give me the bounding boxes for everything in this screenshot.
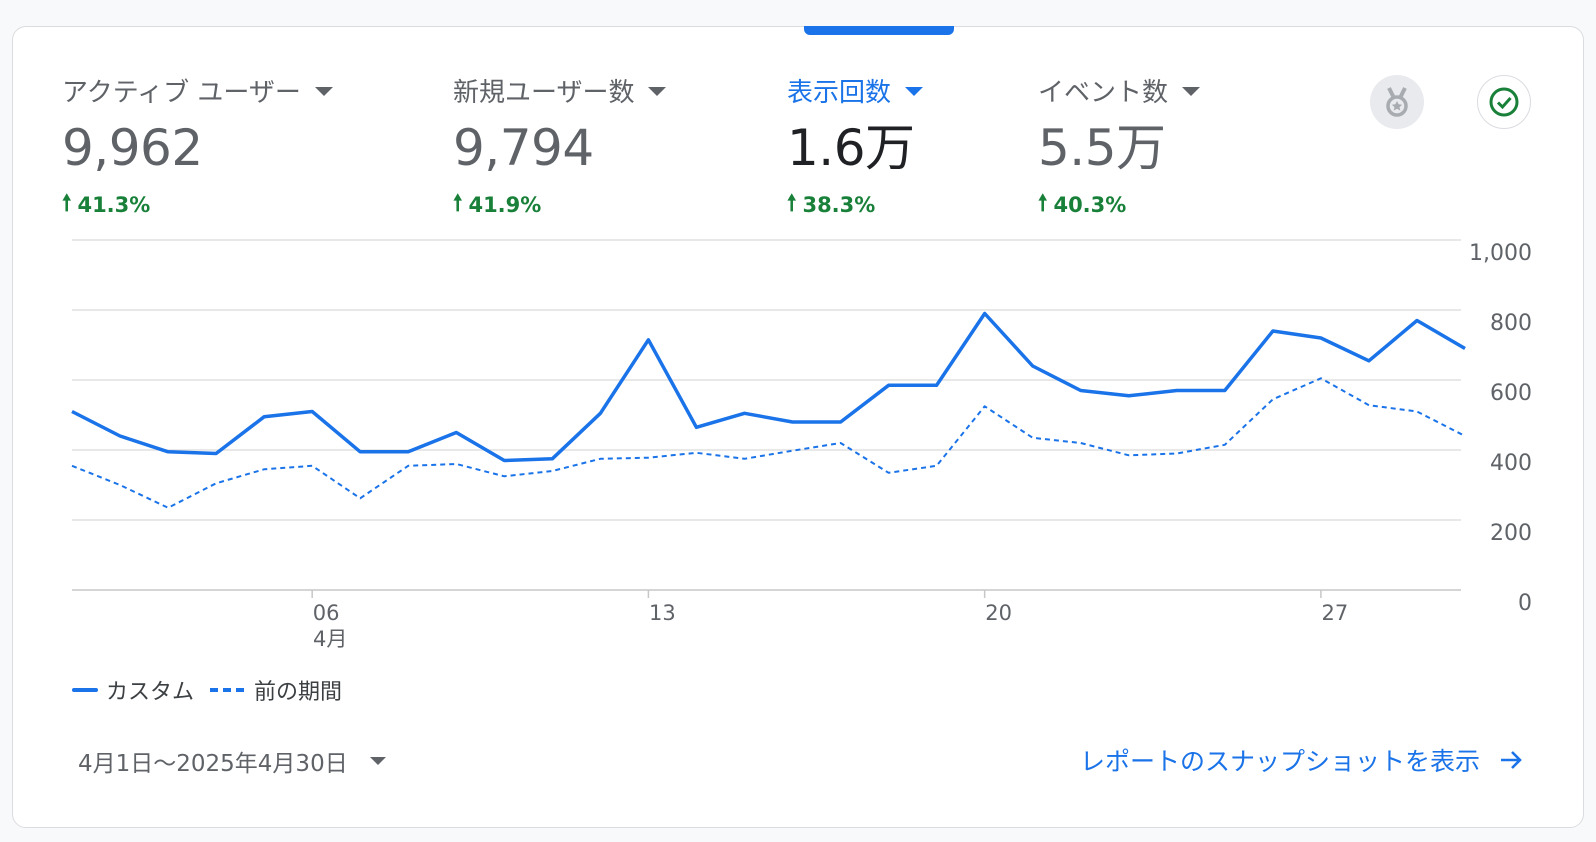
dropdown-caret-icon[interactable] (905, 86, 924, 96)
dropdown-caret-icon[interactable] (648, 86, 667, 96)
medal-icon[interactable] (1370, 75, 1424, 129)
metric-change: 🠕 40.3% (1038, 186, 1200, 224)
metric-change-value: 41.3% (77, 193, 151, 217)
metric-label: アクティブ ユーザー (62, 77, 301, 108)
x-tick-label: 27 (1322, 601, 1349, 625)
y-tick-label: 0 (1518, 591, 1532, 616)
dropdown-caret-icon[interactable] (1182, 86, 1201, 96)
arrow-up-icon: 🠕 (1038, 191, 1048, 216)
chart-legend: カスタム 前の期間 (72, 674, 342, 706)
metric-value: 1.6万 (787, 119, 915, 177)
snapshot-link-label: レポートのスナップショットを表示 (1079, 747, 1480, 776)
metric-label: 新規ユーザー数 (453, 77, 635, 108)
metric-value: 9,962 (62, 119, 203, 177)
arrow-up-icon: 🠕 (787, 191, 797, 216)
legend-label-previous: 前の期間 (254, 680, 343, 705)
arrow-right-icon (1501, 751, 1522, 769)
metric-active-users[interactable]: アクティブ ユーザー 9,962 🠕 41.3% (62, 72, 333, 224)
chevron-down-icon (369, 757, 386, 765)
x-tick-label: 20 (985, 601, 1012, 625)
y-tick-label: 800 (1490, 311, 1532, 336)
metric-change-value: 38.3% (802, 193, 876, 217)
metric-label: 表示回数 (787, 77, 892, 108)
metric-views[interactable]: 表示回数 1.6万 🠕 38.3% (787, 72, 924, 224)
x-tick-sublabel: 4月 (313, 627, 347, 651)
metric-value: 5.5万 (1038, 119, 1166, 177)
arrow-up-icon: 🠕 (62, 191, 72, 216)
check-circle-icon[interactable] (1477, 75, 1531, 129)
view-snapshot-link[interactable]: レポートのスナップショットを表示 (1080, 742, 1524, 778)
metric-change: 🠕 38.3% (787, 186, 923, 224)
metric-change-value: 40.3% (1053, 193, 1127, 217)
y-tick-label: 200 (1490, 521, 1532, 546)
metric-new-users[interactable]: 新規ユーザー数 9,794 🠕 41.9% (453, 72, 667, 224)
date-range-label: 4月1日〜2025年4月30日 (78, 751, 348, 777)
y-tick-label: 600 (1490, 381, 1532, 406)
dropdown-caret-icon[interactable] (314, 86, 333, 96)
series-line-current (71, 311, 1466, 463)
legend-label-current: カスタム (106, 680, 195, 705)
date-range-selector[interactable]: 4月1日〜2025年4月30日 (78, 744, 386, 778)
metric-label: イベント数 (1038, 77, 1169, 108)
active-tab-indicator (804, 26, 954, 35)
metrics-card (12, 26, 1584, 828)
metric-change-value: 41.9% (468, 193, 542, 217)
y-tick-label: 1,000 (1469, 241, 1532, 266)
metric-events[interactable]: イベント数 5.5万 🠕 40.3% (1038, 72, 1201, 224)
legend-solid-swatch (72, 688, 98, 692)
metric-change: 🠕 41.3% (62, 186, 333, 224)
x-tick-label: 06 (313, 601, 340, 625)
series-line-previous (71, 377, 1466, 509)
legend-dashed-swatch (210, 688, 245, 692)
metric-value: 9,794 (453, 119, 594, 177)
arrow-up-icon: 🠕 (453, 191, 463, 216)
metric-change: 🠕 41.9% (453, 186, 666, 224)
x-tick-label: 13 (649, 601, 676, 625)
y-tick-label: 400 (1490, 451, 1532, 476)
